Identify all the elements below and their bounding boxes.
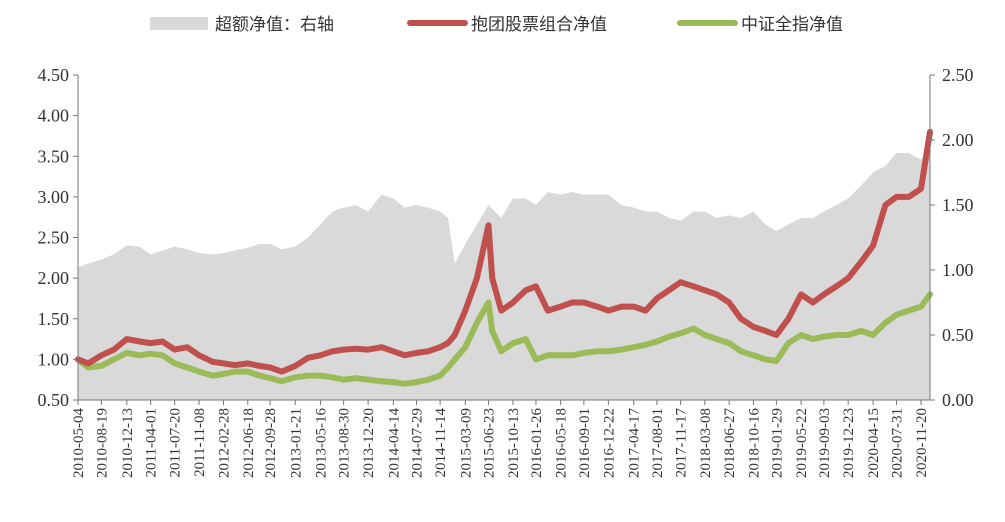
x-tick-label: 2016-01-26 <box>529 408 545 478</box>
y-right-tick-label: 0.00 <box>942 390 974 410</box>
legend-swatch-excess-nav <box>150 17 208 30</box>
y-left-tick-label: 1.50 <box>38 309 70 329</box>
x-tick-label: 2019-05-22 <box>794 408 810 478</box>
x-tick-label: 2019-01-29 <box>769 408 785 478</box>
y-right-tick-label: 2.00 <box>942 130 974 150</box>
y-right-tick-label: 2.50 <box>942 65 974 85</box>
y-left-tick-label: 1.00 <box>38 349 70 369</box>
y-left-tick-label: 3.00 <box>38 187 70 207</box>
series-line-portfolio-nav <box>75 128 933 375</box>
x-tick-label: 2017-08-01 <box>650 408 666 478</box>
x-tick-label: 2019-09-03 <box>817 408 833 478</box>
x-tick-label: 2011-04-01 <box>144 408 160 477</box>
x-tick-label: 2018-06-27 <box>722 408 738 478</box>
x-tick-label: 2015-03-09 <box>458 408 474 478</box>
x-tick-label: 2017-11-17 <box>674 408 690 478</box>
axes: 0.50 1.00 1.50 2.00 2.50 3.00 3.50 4.00 4.50 0.00… <box>38 65 974 478</box>
x-tick-label: 2016-05-18 <box>554 408 570 478</box>
legend-label-excess-nav: 超额净值：右轴 <box>215 15 334 35</box>
x-tick-label: 2020-07-31 <box>890 408 906 478</box>
y-left-tick-label: 0.50 <box>38 390 70 410</box>
x-tick-label: 2018-10-16 <box>746 408 762 478</box>
x-tick-label: 2013-05-16 <box>313 408 329 478</box>
x-tick-label: 2013-12-20 <box>361 408 377 478</box>
x-tick-label: 2011-07-20 <box>168 408 184 477</box>
y-left-tick-label: 2.50 <box>38 228 70 248</box>
y-right-tick-label: 1.00 <box>942 260 974 280</box>
legend-label-portfolio-nav: 抱团股票组合净值 <box>471 15 607 35</box>
x-tick-label: 2016-12-22 <box>601 408 617 478</box>
x-tick-label: 2020-04-15 <box>866 408 882 478</box>
x-tick-label: 2018-03-08 <box>698 408 714 478</box>
x-tick-label: 2013-01-21 <box>288 408 304 478</box>
y-left-tick-label: 4.00 <box>38 106 70 126</box>
y-left-tick-label: 3.50 <box>38 146 70 166</box>
x-tick-label: 2010-05-04 <box>71 408 87 478</box>
plot-area <box>75 128 933 400</box>
x-tick-label: 2017-04-17 <box>627 408 643 478</box>
y-right-tick-label: 1.50 <box>942 195 974 215</box>
x-tick-label: 2015-10-13 <box>506 408 522 478</box>
y-left-tick-label: 2.00 <box>38 268 70 288</box>
x-tick-label: 2015-06-23 <box>481 408 497 478</box>
x-tick-label: 2014-04-14 <box>386 408 402 478</box>
x-tick-label: 2020-11-20 <box>914 408 930 477</box>
y-right-tick-label: 0.50 <box>942 325 974 345</box>
x-tick-label: 2012-06-18 <box>241 408 257 478</box>
x-tick-label: 2012-02-28 <box>217 408 233 478</box>
x-tick-label: 2014-07-29 <box>409 408 425 478</box>
x-tick-label: 2012-09-28 <box>263 408 279 478</box>
series-area-excess-nav <box>78 146 930 400</box>
series-line-index-nav <box>75 291 933 387</box>
x-tick-label: 2010-12-13 <box>120 408 136 478</box>
x-tick-label: 2011-11-08 <box>192 408 208 477</box>
x-tick-label: 2010-08-19 <box>94 408 110 478</box>
legend: 超额净值：右轴 抱团股票组合净值 中证全指净值 <box>150 15 843 35</box>
x-tick-label: 2013-08-30 <box>337 408 353 478</box>
y-left-tick-label: 4.50 <box>38 65 70 85</box>
x-tick-label: 2016-09-01 <box>577 408 593 478</box>
x-tick-label: 2014-11-14 <box>433 408 449 478</box>
x-tick-label: 2019-12-23 <box>841 408 857 478</box>
legend-label-index-nav: 中证全指净值 <box>741 15 843 35</box>
